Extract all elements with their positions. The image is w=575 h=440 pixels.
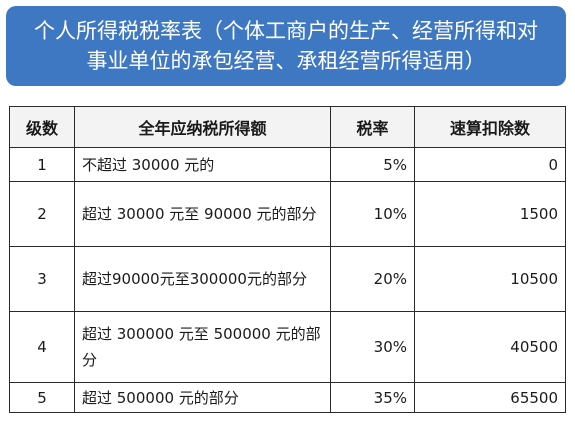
tax-rate-table: 级数 全年应纳税所得额 税率 速算扣除数 1 不超过 30000 元的 5% 0… bbox=[9, 106, 566, 413]
cell-rate: 5% bbox=[330, 147, 415, 182]
cell-income: 超过 30000 元至 90000 元的部分 bbox=[74, 181, 331, 247]
header-rate: 税率 bbox=[330, 106, 415, 148]
cell-income: 超过 300000 元至 500000 元的部分 bbox=[74, 311, 331, 383]
title-line-2: 事业单位的承包经营、承租经营所得适用） bbox=[86, 49, 486, 73]
cell-level: 4 bbox=[9, 311, 75, 383]
cell-deduction: 1500 bbox=[414, 181, 566, 247]
cell-rate: 20% bbox=[330, 246, 415, 312]
table-row: 3 超过90000元至300000元的部分 20% 10500 bbox=[9, 246, 566, 312]
table-row: 4 超过 300000 元至 500000 元的部分 30% 40500 bbox=[9, 311, 566, 383]
table-row: 1 不超过 30000 元的 5% 0 bbox=[9, 147, 566, 182]
table-row: 2 超过 30000 元至 90000 元的部分 10% 1500 bbox=[9, 181, 566, 247]
cell-level: 3 bbox=[9, 246, 75, 312]
table-row: 5 超过 500000 元的部分 35% 65500 bbox=[9, 382, 566, 413]
cell-rate: 10% bbox=[330, 181, 415, 247]
cell-level: 1 bbox=[9, 147, 75, 182]
cell-level: 2 bbox=[9, 181, 75, 247]
cell-deduction: 0 bbox=[414, 147, 566, 182]
header-income: 全年应纳税所得额 bbox=[74, 106, 331, 148]
header-deduction: 速算扣除数 bbox=[414, 106, 566, 148]
cell-income: 超过 500000 元的部分 bbox=[74, 382, 331, 413]
table-header-row: 级数 全年应纳税所得额 税率 速算扣除数 bbox=[9, 106, 566, 148]
cell-income: 不超过 30000 元的 bbox=[74, 147, 331, 182]
cell-level: 5 bbox=[9, 382, 75, 413]
title-line-1: 个人所得税税率表（个体工商户的生产、经营所得和对 bbox=[34, 19, 538, 43]
cell-rate: 35% bbox=[330, 382, 415, 413]
cell-deduction: 10500 bbox=[414, 246, 566, 312]
cell-deduction: 65500 bbox=[414, 382, 566, 413]
cell-deduction: 40500 bbox=[414, 311, 566, 383]
cell-rate: 30% bbox=[330, 311, 415, 383]
title-banner: 个人所得税税率表（个体工商户的生产、经营所得和对 事业单位的承包经营、承租经营所… bbox=[6, 6, 566, 86]
header-level: 级数 bbox=[9, 106, 75, 148]
cell-income: 超过90000元至300000元的部分 bbox=[74, 246, 331, 312]
